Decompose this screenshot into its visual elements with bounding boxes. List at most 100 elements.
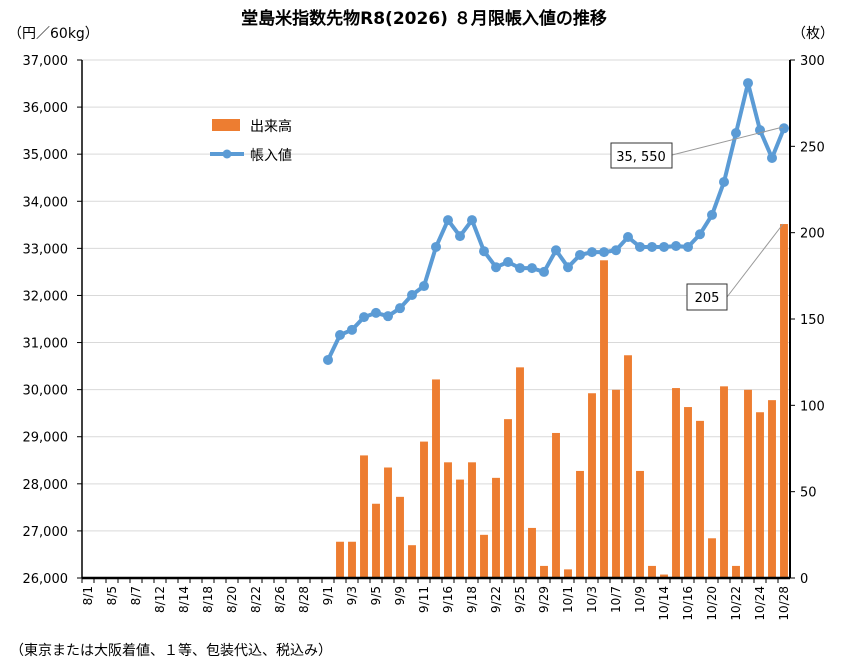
price-point: [659, 241, 669, 252]
volume-bar: [432, 379, 440, 578]
axes: 26,000 27,000 28,000 29,000 30,000 31,000 32,0…: [23, 54, 825, 621]
price-point: [323, 354, 333, 365]
right-tick-label: 200: [800, 227, 825, 242]
price-point: [599, 247, 609, 258]
volume-bar: [456, 479, 464, 578]
price-point: [623, 232, 633, 243]
x-tick-label: 10/20: [705, 586, 719, 621]
x-tick-label: 8/1: [81, 586, 95, 605]
legend-volume-swatch: [212, 119, 240, 131]
price-point: [695, 229, 705, 240]
volume-bar: [552, 432, 560, 578]
x-tick-label: 8/20: [225, 586, 239, 613]
price-point: [335, 330, 345, 341]
volume-bar: [492, 477, 500, 578]
price-point: [407, 289, 417, 300]
volume-bar: [372, 503, 380, 578]
volume-bar: [408, 545, 416, 578]
left-tick-label: 27,000: [23, 525, 69, 540]
volume-bar: [504, 419, 512, 578]
volume-bar: [600, 260, 608, 578]
price-point: [491, 262, 501, 273]
volume-bar: [780, 224, 788, 579]
volume-bar: [480, 534, 488, 578]
price-line: [323, 78, 789, 365]
left-axis-label: （円／60kg）: [8, 26, 99, 42]
price-point: [683, 241, 693, 252]
x-tick-label: 10/28: [777, 586, 791, 621]
x-tick-label: 8/14: [177, 586, 191, 613]
left-tick-label: 36,000: [23, 101, 69, 116]
x-tick-label: 9/16: [441, 586, 455, 613]
price-point: [359, 312, 369, 323]
volume-bar: [636, 470, 644, 578]
price-point: [611, 245, 621, 256]
right-tick-label: 100: [800, 399, 825, 414]
price-point: [383, 311, 393, 322]
left-tick-label: 37,000: [23, 54, 69, 69]
price-point: [743, 78, 753, 89]
price-point: [539, 266, 549, 277]
price-point: [395, 303, 405, 314]
left-tick-label: 28,000: [23, 478, 69, 493]
volume-bars: [324, 224, 788, 579]
volume-bar: [516, 367, 524, 578]
volume-bar: [696, 420, 704, 578]
price-point: [647, 241, 657, 252]
left-tick-label: 34,000: [23, 195, 69, 210]
volume-bar: [768, 400, 776, 578]
left-tick-label: 30,000: [23, 384, 69, 399]
x-tick-label: 8/12: [153, 586, 167, 613]
volume-bar: [348, 541, 356, 578]
right-tick-label: 0: [800, 572, 808, 587]
x-tick-label: 10/14: [657, 586, 671, 621]
price-point: [371, 307, 381, 318]
price-point: [587, 247, 597, 258]
price-point: [419, 281, 429, 292]
volume-bar: [336, 541, 344, 578]
volume-bar: [732, 565, 740, 578]
x-tick-label: 8/22: [249, 586, 263, 613]
left-tick-label: 33,000: [23, 242, 69, 257]
volume-bar: [612, 389, 620, 578]
price-point: [455, 231, 465, 242]
price-point: [731, 127, 741, 138]
x-tick-label: 10/22: [729, 586, 743, 621]
price-point: [551, 245, 561, 256]
x-tick-label: 10/1: [561, 586, 575, 613]
price-point: [347, 324, 357, 335]
price-point: [635, 241, 645, 252]
left-tick-label: 35,000: [23, 148, 69, 163]
price-point: [467, 215, 477, 226]
x-tick-label: 10/9: [633, 586, 647, 613]
volume-bar: [720, 386, 728, 578]
price-point: [527, 263, 537, 274]
price-point: [707, 209, 717, 220]
x-tick-label: 8/26: [273, 586, 287, 613]
last-price-label: 35, 550: [616, 150, 666, 165]
x-tick-label: 8/18: [201, 586, 215, 613]
x-tick-label: 9/11: [417, 586, 431, 613]
volume-bar: [576, 470, 584, 578]
volume-bar: [384, 467, 392, 578]
x-tick-label: 10/7: [609, 586, 623, 613]
volume-bar: [660, 574, 668, 578]
left-tick-label: 32,000: [23, 289, 69, 304]
volume-bar: [396, 496, 404, 578]
legend-volume-label: 出来高: [250, 118, 292, 135]
left-tick-label: 31,000: [23, 337, 69, 352]
annotation-last-price: 35, 550: [610, 126, 784, 169]
volume-bar: [528, 527, 536, 578]
x-tick-label: 9/22: [489, 586, 503, 613]
volume-bar: [588, 393, 596, 578]
price-point: [719, 176, 729, 187]
annotation-last-volume: 205: [686, 223, 784, 311]
x-tick-label: 10/16: [681, 586, 695, 621]
gridlines: [82, 59, 790, 532]
price-point: [671, 241, 681, 252]
right-axis-label: （枚）: [792, 26, 834, 42]
volume-bar: [756, 412, 764, 578]
x-tick-label: 8/28: [297, 586, 311, 613]
volume-bar: [624, 355, 632, 578]
